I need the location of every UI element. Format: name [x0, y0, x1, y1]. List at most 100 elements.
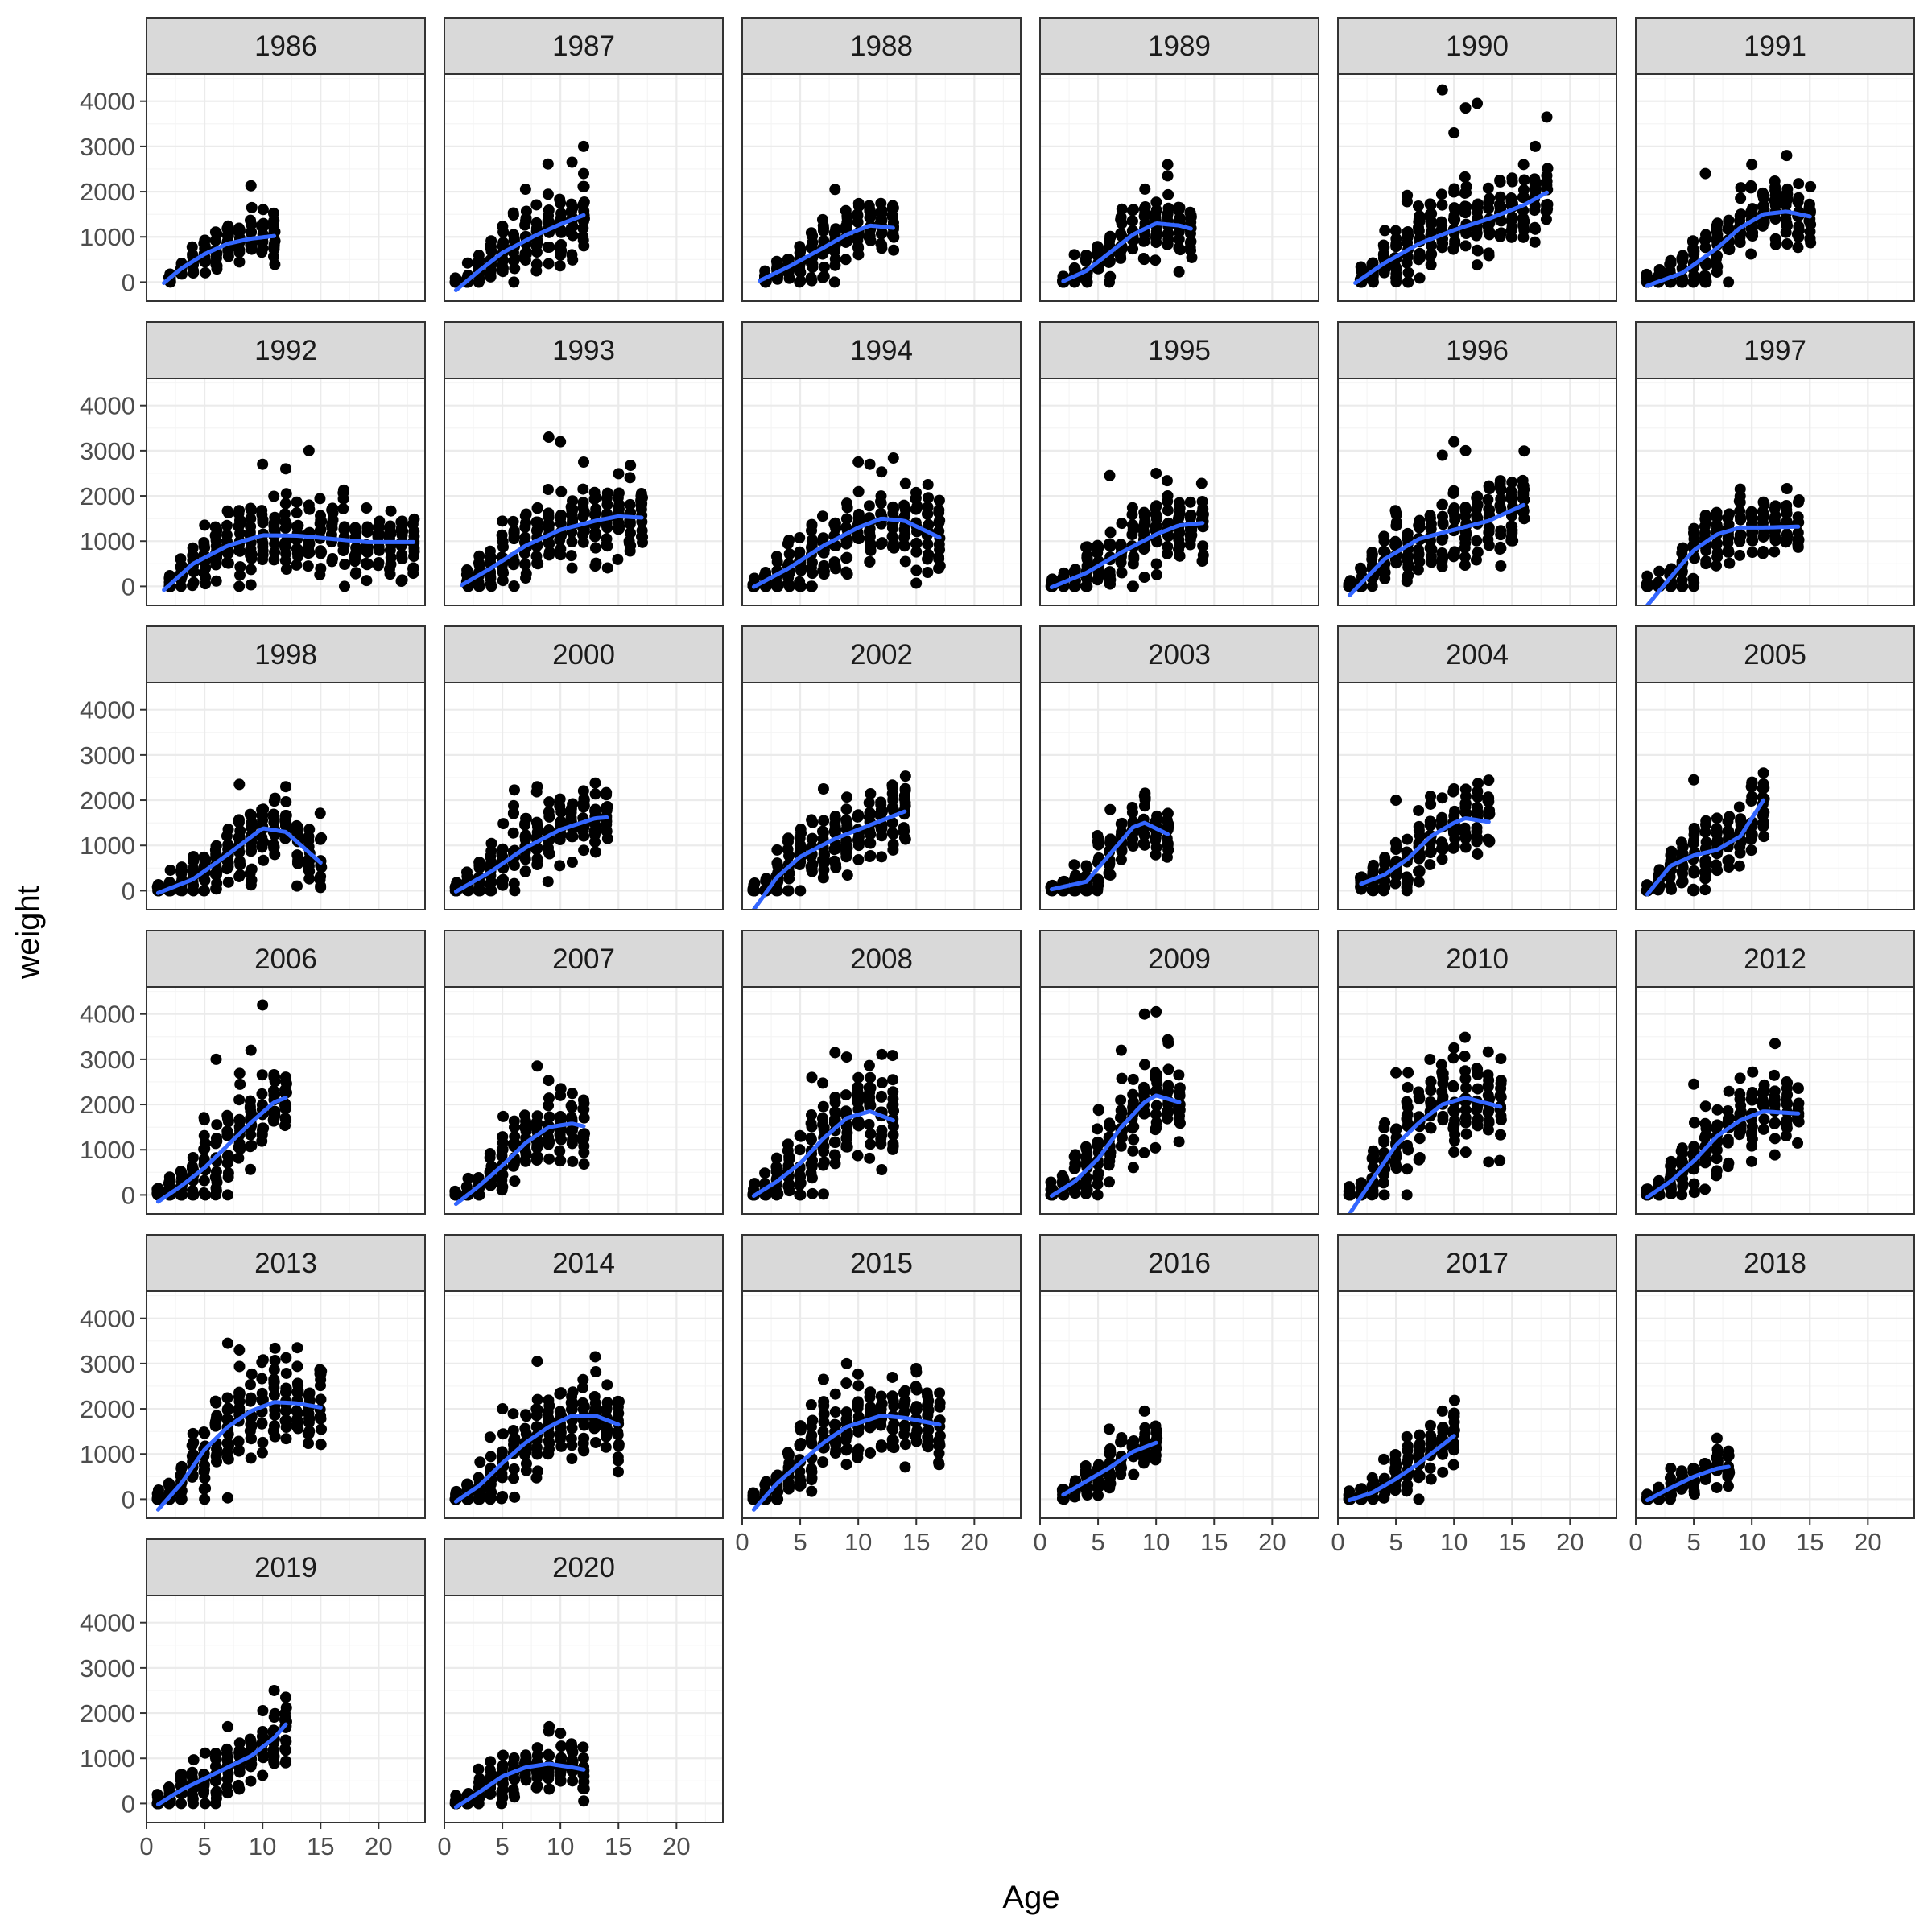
data-point [542, 158, 554, 170]
data-point [1711, 506, 1723, 518]
data-point [315, 547, 327, 559]
data-point [1092, 1104, 1104, 1117]
data-point [384, 544, 396, 556]
points-1996 [1343, 436, 1530, 598]
data-point [1139, 1106, 1151, 1118]
data-point [509, 262, 521, 275]
data-point [1162, 518, 1174, 530]
data-point [1493, 199, 1505, 211]
data-point [1459, 559, 1471, 571]
data-point [818, 815, 830, 827]
data-point [863, 811, 875, 823]
strip-2005 [1635, 625, 1915, 683]
strip-1992 [146, 321, 426, 379]
data-point [1173, 266, 1185, 278]
data-point [1366, 580, 1378, 592]
data-point [1425, 845, 1437, 857]
data-point [1723, 546, 1735, 558]
data-point [922, 539, 934, 551]
data-point [910, 546, 923, 558]
y-tick-label: 3000 [80, 1046, 135, 1074]
data-point [198, 1174, 210, 1187]
outlier-point [1517, 159, 1530, 171]
data-point [497, 221, 509, 233]
data-point [1150, 196, 1162, 208]
points-1994 [747, 452, 946, 592]
data-point [1401, 257, 1413, 269]
data-point [1435, 188, 1447, 200]
points-2004 [1354, 774, 1496, 897]
data-point [1483, 774, 1495, 786]
data-point [163, 1176, 175, 1188]
data-point [887, 452, 899, 464]
data-point [450, 275, 462, 287]
data-point [485, 850, 497, 862]
data-point [1126, 204, 1138, 217]
data-point [209, 226, 221, 238]
data-point [1367, 276, 1379, 288]
y-tick-label: 2000 [80, 1091, 135, 1119]
data-point [1734, 237, 1746, 249]
data-point [899, 833, 911, 845]
data-point [590, 503, 602, 515]
data-point [589, 542, 601, 554]
data-point [497, 541, 509, 553]
data-point [1805, 180, 1817, 192]
data-point [199, 885, 211, 897]
data-point [565, 803, 577, 815]
data-point [1425, 199, 1437, 211]
data-point [578, 456, 590, 468]
strip-label-2010: 2010 [1446, 943, 1509, 975]
data-point [291, 547, 303, 559]
data-point [770, 580, 782, 592]
smooth-line-2002 [751, 809, 907, 910]
data-point [818, 261, 830, 273]
data-point [209, 234, 221, 246]
data-point [1414, 830, 1426, 842]
data-point [1482, 493, 1494, 506]
data-point [852, 1117, 864, 1129]
data-point [175, 865, 188, 877]
data-point [1150, 848, 1162, 861]
outlier-point [531, 1060, 543, 1072]
data-point [1402, 559, 1414, 571]
data-point [1700, 544, 1712, 556]
y-tick-label: 0 [122, 877, 135, 905]
data-point [876, 204, 888, 217]
data-point [589, 788, 601, 800]
data-point [1138, 839, 1150, 851]
data-point [1389, 535, 1402, 547]
data-point [1367, 866, 1379, 878]
data-point [1722, 532, 1734, 544]
data-point [530, 217, 543, 229]
data-point [408, 551, 420, 563]
data-point [485, 551, 497, 564]
data-point [246, 243, 258, 255]
data-point [1197, 549, 1209, 561]
data-point [1414, 555, 1426, 568]
panel-border-2002 [741, 682, 1022, 910]
panel-border-1990 [1337, 73, 1617, 302]
data-point [852, 249, 865, 261]
data-point [1436, 498, 1448, 510]
data-point [565, 198, 577, 210]
data-point [1150, 1071, 1162, 1084]
data-point [840, 803, 852, 815]
data-point [923, 492, 935, 504]
data-point [222, 1167, 234, 1179]
data-point [292, 821, 304, 833]
data-point [817, 1142, 829, 1154]
points-2009 [1045, 1005, 1186, 1201]
data-point [1699, 826, 1711, 838]
data-point [176, 885, 188, 897]
data-point [496, 529, 508, 541]
data-point [1080, 1176, 1092, 1188]
strip-1989 [1039, 17, 1319, 75]
data-point [1425, 239, 1437, 251]
data-point [1723, 854, 1735, 866]
panel-2005: 2005 [1634, 625, 1915, 910]
data-point [1460, 528, 1472, 540]
data-point [1058, 1172, 1070, 1184]
